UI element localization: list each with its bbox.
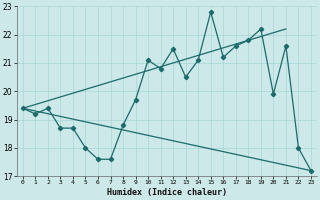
X-axis label: Humidex (Indice chaleur): Humidex (Indice chaleur): [107, 188, 227, 197]
